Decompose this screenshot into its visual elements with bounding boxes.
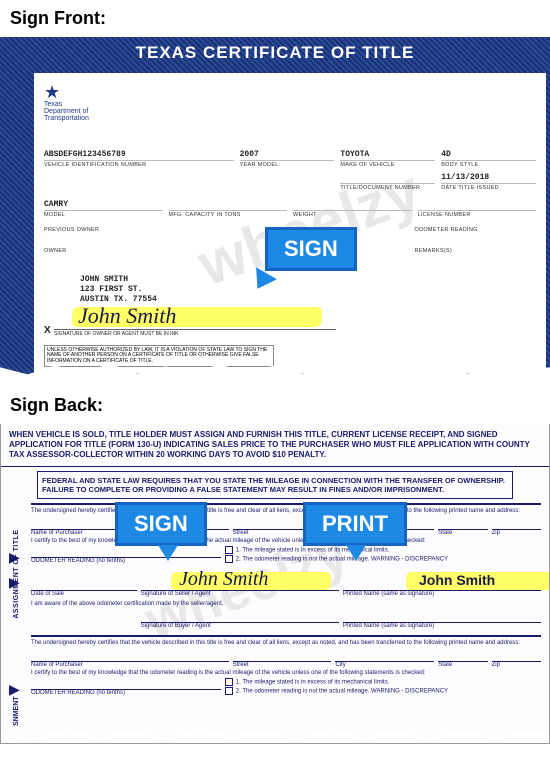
disclaimer: UNLESS OTHERWISE AUTHORIZED BY LAW, IT I… [44,345,274,368]
star-icon: ★ [44,82,60,102]
vin-value: ABSDEFGH123456789 [44,147,234,160]
sign-callout-back: SIGN [115,502,207,546]
arrow-icon [158,545,178,561]
model-value: CAMRY [44,197,163,210]
date-value: 11/13/2018 [441,170,536,183]
sign-callout-front: SIGN [265,227,357,271]
title-back: wheelzy WHEN VEHICLE IS SOLD, TITLE HOLD… [0,424,550,744]
back-warning: FEDERAL AND STATE LAW REQUIRES THAT YOU … [37,471,513,499]
assignment-block-2: The undersigned hereby certifies that th… [31,635,541,696]
marker-icon: ▶ [9,681,20,698]
signature-x: X [44,325,51,336]
make-value: TOYOTA [340,147,435,160]
assignment-block-1: The undersigned hereby certifies that th… [31,503,541,629]
print-callout-back: PRINT [303,502,407,546]
back-section-label: Sign Back: [0,377,550,424]
certificate-title: TEXAS CERTIFICATE OF TITLE [0,43,550,63]
owner-address: JOHN SMITH 123 FIRST ST. AUSTIN TX. 7755… [80,275,157,305]
txdot-logo: ★ Texas Department of Transportation [44,83,89,122]
front-section-label: Sign Front: [0,0,550,37]
owner-signature: John Smith [78,303,176,329]
arrow-icon [346,545,366,561]
torn-edge-back [1,724,549,744]
year-value: 2007 [240,147,335,160]
marker-icon: ▶ [9,574,20,591]
marker-icon: ▶ [9,549,20,566]
back-header-text: WHEN VEHICLE IS SOLD, TITLE HOLDER MUST … [1,424,549,467]
signature-caption: SIGNATURE OF OWNER OR AGENT MUST BE IN I… [54,331,178,337]
body-value: 4D [441,147,536,160]
document-container: Sign Front: TEXAS CERTIFICATE OF TITLE w… [0,0,550,744]
title-front: TEXAS CERTIFICATE OF TITLE wheelzy ★ Tex… [0,37,550,377]
